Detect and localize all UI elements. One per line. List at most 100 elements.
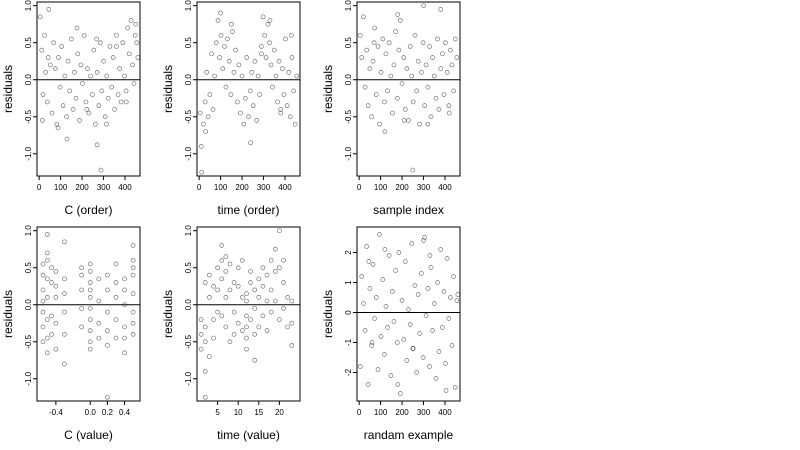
plot-frame: [356, 226, 461, 402]
data-point: [272, 269, 278, 274]
data-point: [401, 118, 407, 123]
data-point: [94, 36, 100, 42]
x-tick-label: 300: [257, 183, 271, 192]
data-point: [267, 18, 273, 23]
data-point: [256, 294, 262, 300]
data-point: [252, 332, 258, 337]
data-point: [263, 55, 269, 60]
x-tick-label: 0: [357, 183, 362, 192]
data-point: [241, 121, 247, 127]
data-point: [423, 62, 429, 68]
data-point: [79, 324, 84, 330]
y-tick-label: -0.5: [344, 109, 353, 123]
data-point: [60, 103, 66, 109]
data-point: [252, 357, 258, 363]
data-point: [113, 317, 119, 322]
y-tick-label: 2: [344, 250, 353, 255]
data-point: [244, 324, 249, 330]
y-tick-label: 0: [344, 310, 353, 315]
data-point: [231, 69, 237, 75]
data-point: [49, 110, 55, 116]
data-point: [289, 343, 295, 348]
data-point: [235, 283, 241, 289]
plot-frame: [196, 1, 301, 177]
data-point: [454, 298, 460, 303]
y-tick-label: -0.5: [24, 109, 33, 123]
data-point: [281, 92, 287, 97]
data-point: [62, 73, 68, 79]
data-point: [277, 228, 282, 234]
data-point: [234, 99, 240, 105]
data-point: [409, 241, 415, 246]
data-point: [406, 307, 411, 312]
y-tick-label: 0.0: [24, 74, 33, 86]
data-point: [62, 276, 67, 282]
data-point: [239, 294, 245, 300]
data-point: [226, 58, 232, 64]
y-axis-title: residuals: [1, 65, 15, 113]
data-point: [122, 302, 127, 308]
data-point: [123, 99, 129, 105]
data-point: [276, 58, 282, 64]
data-point: [446, 316, 452, 321]
data-point: [268, 309, 274, 315]
data-point: [365, 103, 371, 109]
x-axis-title: time (value): [217, 428, 280, 442]
data-point: [44, 294, 50, 300]
x-axis-title: time (order): [217, 203, 279, 217]
data-point: [443, 361, 448, 366]
data-point: [378, 69, 384, 75]
y-tick-label: 0.0: [184, 74, 193, 86]
data-point: [199, 169, 205, 175]
data-point: [380, 277, 386, 282]
data-point: [388, 73, 394, 79]
data-point: [219, 313, 225, 319]
data-point: [440, 51, 445, 57]
data-point: [431, 301, 437, 306]
data-point: [213, 40, 219, 46]
data-point: [79, 287, 84, 293]
data-point: [388, 373, 394, 378]
data-point: [451, 274, 456, 279]
data-point: [236, 62, 242, 68]
data-point: [369, 340, 375, 345]
y-tick-label: 0.5: [184, 37, 193, 49]
data-point: [397, 391, 403, 396]
data-point: [198, 346, 204, 352]
x-tick-label: 200: [75, 183, 89, 192]
data-point: [239, 73, 245, 79]
data-point: [361, 301, 366, 306]
data-point: [228, 92, 234, 97]
data-point: [53, 269, 59, 274]
data-point: [396, 47, 402, 53]
data-point: [410, 346, 416, 351]
data-point: [428, 265, 434, 270]
data-point: [393, 29, 398, 34]
x-tick-label: 10: [234, 408, 243, 417]
data-point: [40, 309, 46, 315]
data-point: [443, 40, 448, 46]
data-point: [45, 55, 51, 60]
data-point: [46, 7, 52, 12]
data-point: [285, 294, 290, 300]
y-tick-label: -2: [344, 368, 353, 376]
data-point: [248, 317, 253, 322]
data-point: [244, 55, 250, 60]
data-point: [278, 107, 284, 112]
data-point: [386, 253, 392, 258]
data-point: [40, 339, 46, 345]
data-point: [249, 69, 255, 75]
y-tick-label: 0.5: [24, 262, 33, 274]
data-point: [209, 51, 214, 57]
data-point: [438, 7, 444, 12]
x-tick-label: 100: [374, 183, 388, 192]
data-point: [427, 364, 432, 369]
x-tick-label: 400: [278, 183, 292, 192]
y-axis-title: residuals: [161, 65, 175, 113]
y-tick-label: -1: [344, 338, 353, 346]
data-point: [435, 280, 440, 285]
data-point: [215, 265, 220, 271]
y-tick-label: -1.0: [344, 146, 353, 160]
data-point: [211, 335, 216, 341]
data-point: [96, 298, 102, 304]
